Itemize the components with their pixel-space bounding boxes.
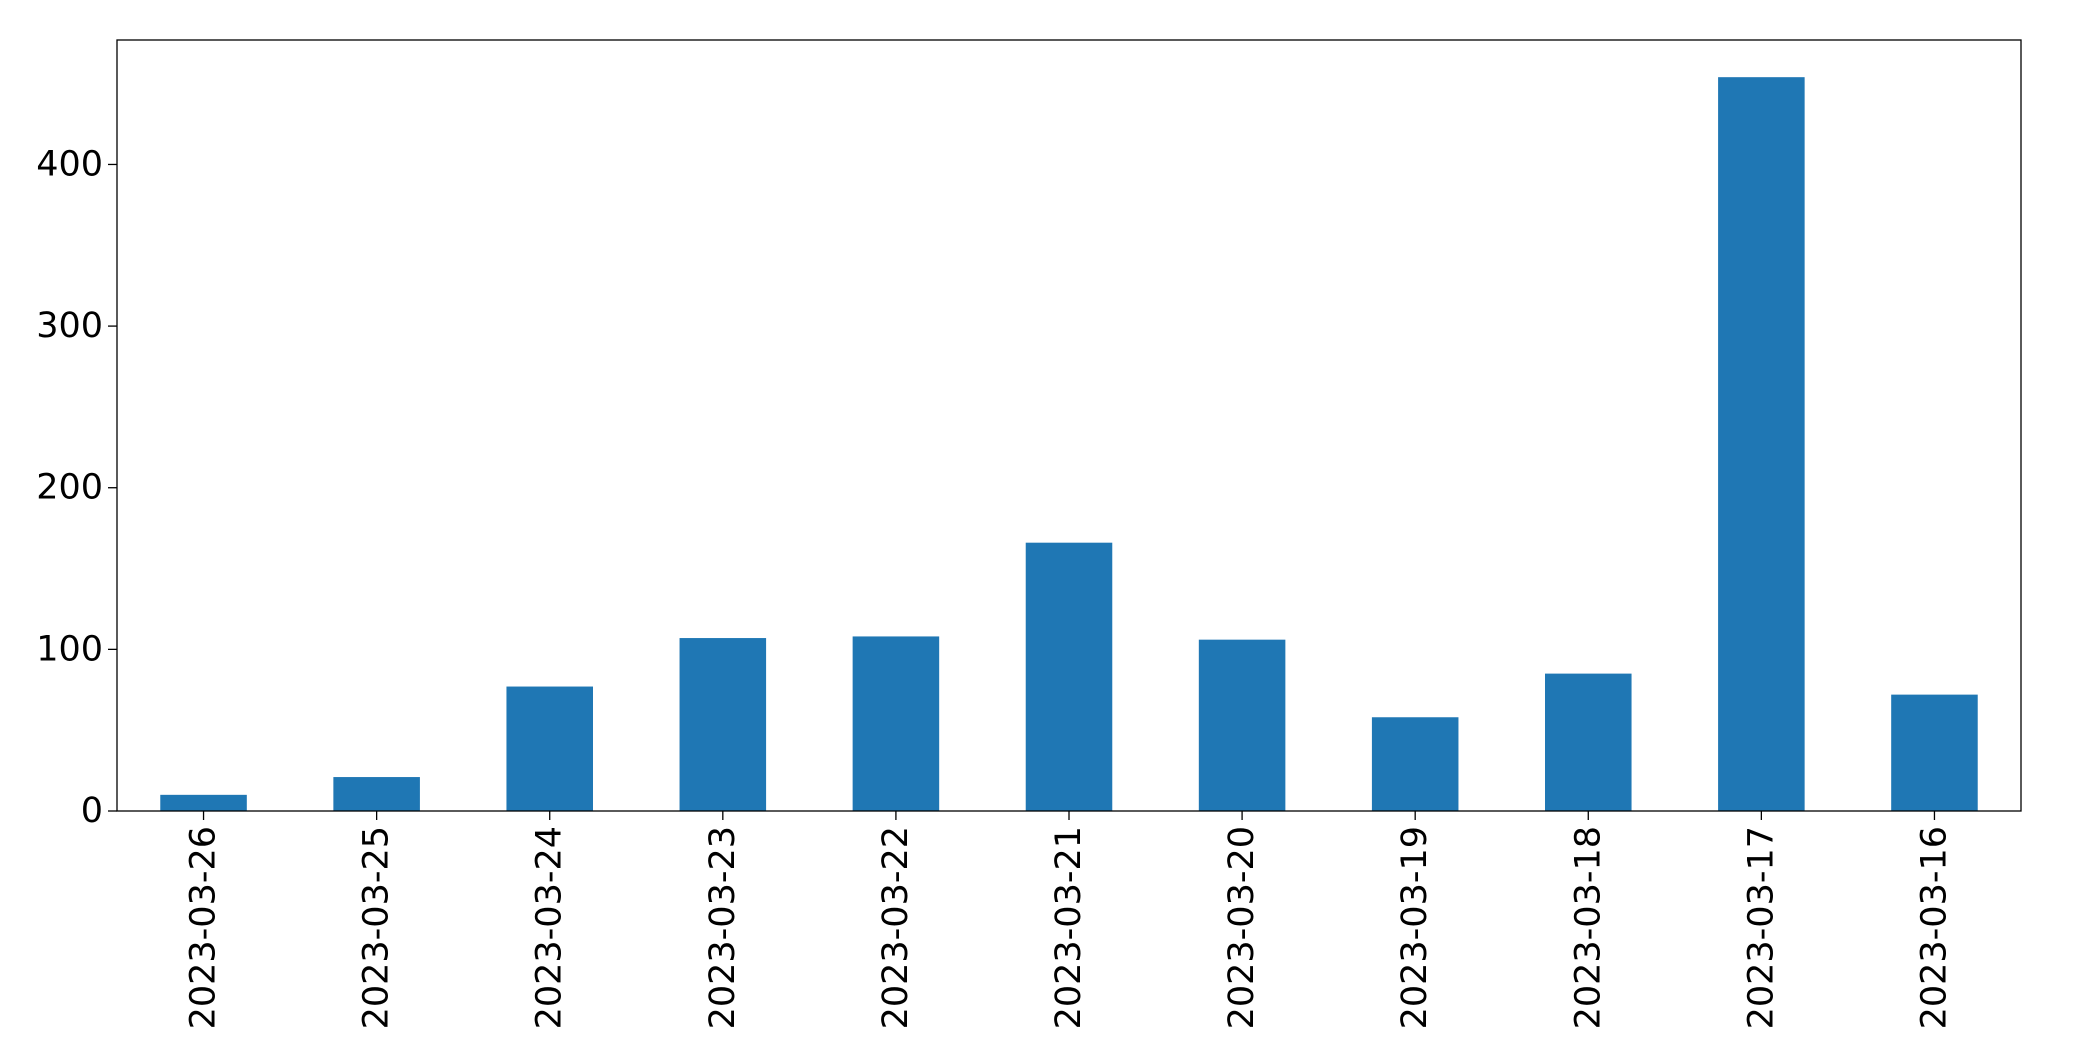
x-tick-label: 2023-03-23 [703,826,743,1029]
x-tick-label: 2023-03-22 [876,826,916,1029]
bars-layer [160,77,1978,812]
x-tick-label: 2023-03-20 [1222,826,1262,1029]
bar-2023-03-20 [1198,639,1286,811]
y-tick-label: 400 [36,144,103,184]
bar-2023-03-18 [1545,673,1632,811]
y-axis: 0 100 200 300 400 [36,144,117,831]
x-tick-label: 2023-03-18 [1568,826,1608,1029]
x-tick-label: 2023-03-17 [1741,826,1781,1029]
y-tick-label: 200 [36,468,103,508]
bar-2023-03-22 [852,636,940,811]
bar-2023-03-25 [333,777,420,811]
bar-2023-03-21 [1025,542,1113,811]
y-tick-label: 100 [36,629,103,669]
x-tick-label: 2023-03-24 [530,826,570,1029]
bar-2023-03-26 [160,794,247,811]
bar-2023-03-24 [506,686,593,811]
bar-2023-03-17 [1718,77,1805,812]
x-tick-label: 2023-03-26 [184,826,224,1029]
x-tick-label: 2023-03-19 [1395,826,1435,1029]
x-axis: 2023-03-26 2023-03-25 2023-03-24 2023-03-23… [184,811,1954,1029]
bar-2023-03-23 [679,638,767,811]
x-tick-label: 2023-03-21 [1049,826,1089,1029]
y-tick-label: 300 [36,306,103,346]
bar-2023-03-16 [1891,694,1978,811]
x-tick-label: 2023-03-16 [1914,826,1954,1029]
x-tick-label: 2023-03-25 [357,826,397,1029]
y-tick-label: 0 [81,791,103,831]
bar-2023-03-19 [1371,717,1459,811]
